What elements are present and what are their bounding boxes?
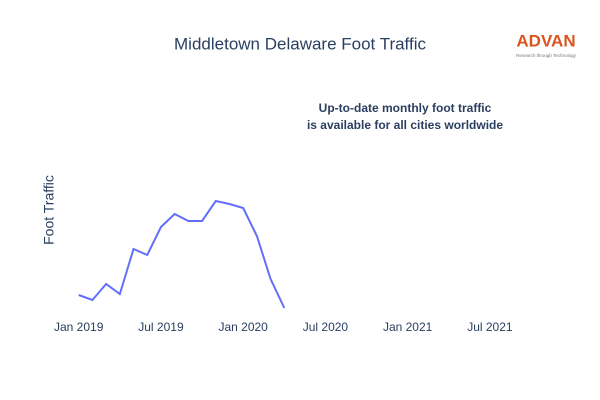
annotation: Up-to-date monthly foot traffic (319, 101, 492, 115)
x-tick-label: Jan 2021 (383, 320, 433, 334)
logo: ADVAN (516, 31, 575, 50)
x-tick-label: Jul 2021 (467, 320, 513, 334)
annotation: is available for all cities worldwide (307, 118, 503, 132)
chart-title: Middletown Delaware Foot Traffic (174, 34, 426, 53)
logo-tagline: Research through Technology (516, 53, 576, 58)
line (78, 199, 286, 309)
x-tick-label: Jan 2019 (54, 320, 104, 334)
y-axis-label: Foot Traffic (41, 175, 57, 245)
x-tick-label: Jan 2020 (218, 320, 268, 334)
x-tick-label: Jul 2020 (303, 320, 349, 334)
x-tick-label: Jul 2019 (138, 320, 184, 334)
